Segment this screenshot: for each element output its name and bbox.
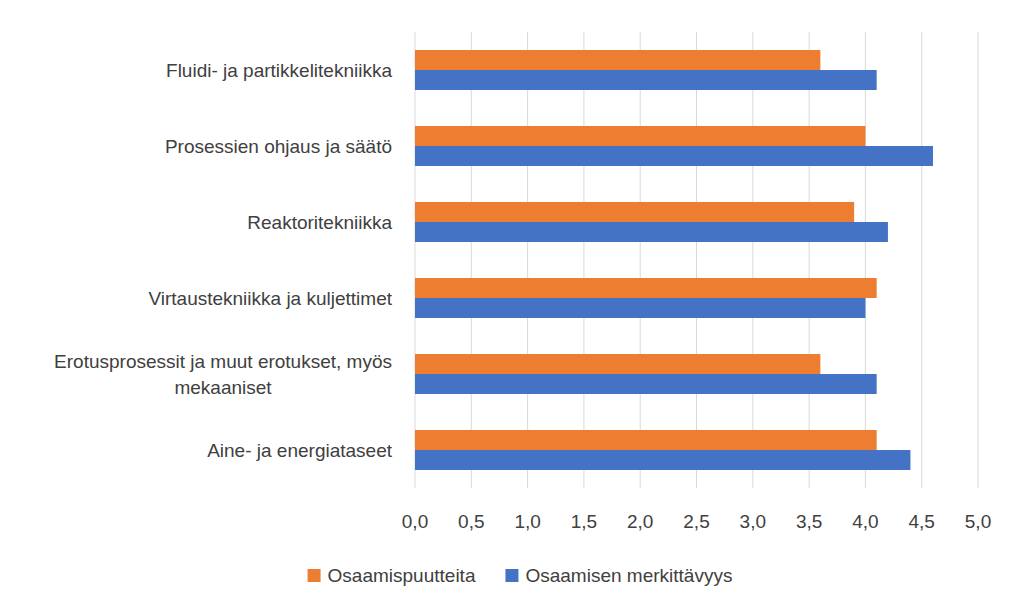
chart: 0,0 0,5 1,0 1,5 2,0 2,5 3,0 3,5 4,0 4,5 5,0 Fluidi-… xyxy=(0,0,1024,614)
grid-line xyxy=(696,32,697,488)
bar xyxy=(415,202,854,222)
grid-line xyxy=(527,32,528,488)
grid-line xyxy=(865,32,866,488)
bars xyxy=(415,50,933,470)
legend-swatch xyxy=(505,569,518,582)
tick-label: 1,5 xyxy=(571,511,597,532)
bar xyxy=(415,450,910,470)
grid-line xyxy=(921,32,922,488)
category-label: Aine- ja energiataseet xyxy=(207,440,393,461)
bar xyxy=(415,222,888,242)
bar xyxy=(415,126,865,146)
tick-label: 1,0 xyxy=(514,511,540,532)
category-label: Fluidi- ja partikkelitekniikka xyxy=(166,60,392,81)
legend-swatch xyxy=(308,569,321,582)
legend-label: Osaamispuutteita xyxy=(328,565,476,586)
tick-label: 0,0 xyxy=(402,511,428,532)
bar xyxy=(415,298,865,318)
grid-line xyxy=(978,32,979,488)
legend: Osaamispuutteita Osaamisen merkittävyys xyxy=(308,565,733,586)
grid-line xyxy=(415,32,416,488)
bar xyxy=(415,374,877,394)
bar xyxy=(415,354,820,374)
category-label: Erotusprosessit ja muut erotukset, myösm… xyxy=(54,351,392,398)
bar xyxy=(415,278,877,298)
grid-line xyxy=(752,32,753,488)
category-label: Virtaustekniikka ja kuljettimet xyxy=(148,288,392,309)
tick-label: 4,0 xyxy=(852,511,878,532)
grid-line xyxy=(583,32,584,488)
grid-line xyxy=(640,32,641,488)
bar xyxy=(415,430,877,450)
tick-label: 0,5 xyxy=(458,511,484,532)
category-label: Reaktoritekniikka xyxy=(247,212,392,233)
tick-label: 2,0 xyxy=(627,511,653,532)
grid-line xyxy=(809,32,810,488)
grid xyxy=(415,32,978,488)
category-label: Prosessien ohjaus ja säätö xyxy=(165,136,392,157)
legend-label: Osaamisen merkittävyys xyxy=(525,565,732,586)
grid-line xyxy=(471,32,472,488)
bar xyxy=(415,146,933,166)
tick-label: 3,5 xyxy=(796,511,822,532)
bar xyxy=(415,70,877,90)
tick-label: 4,5 xyxy=(908,511,934,532)
bar xyxy=(415,50,820,70)
tick-label: 2,5 xyxy=(683,511,709,532)
tick-label: 5,0 xyxy=(965,511,991,532)
tick-label: 3,0 xyxy=(740,511,766,532)
